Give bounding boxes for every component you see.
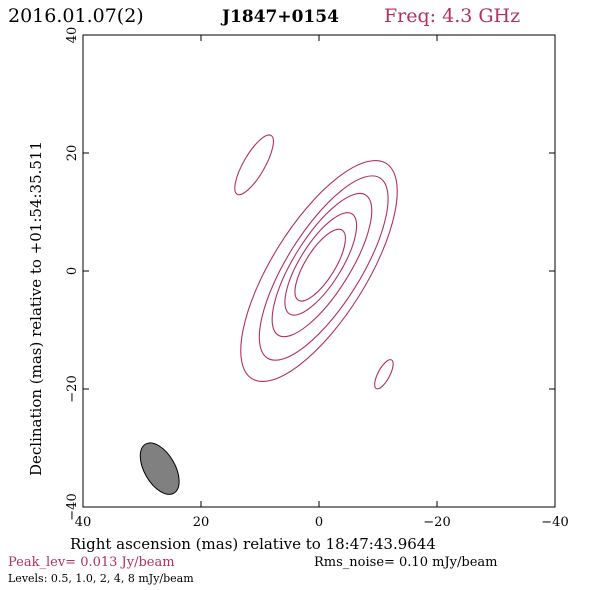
x-tick-label: 20: [193, 515, 210, 530]
restoring-beam: [139, 442, 180, 495]
x-tick-label: 0: [315, 515, 323, 530]
contour-core-level-2: [258, 175, 389, 361]
y-tick-label: 40: [65, 27, 80, 44]
contour-core-level-4: [284, 212, 358, 316]
contour-lines: [234, 134, 398, 390]
peak-level: Peak_lev= 0.013 Jy/beam: [8, 555, 175, 570]
x-tick-label: 40: [75, 515, 92, 530]
x-axis-title: Right ascension (mas) relative to 18:47:…: [70, 535, 436, 553]
axis-tick-labels: 40 20 0 −20 −40 −40 −20 0 20 40: [65, 27, 569, 530]
contour-core-level-5: [294, 228, 346, 302]
plot-frame: [82, 34, 556, 508]
contour-core-level-3: [271, 192, 373, 338]
y-tick-label: 20: [65, 145, 80, 162]
axis-ticks: [82, 34, 556, 508]
rms-noise: Rms_noise= 0.10 mJy/beam: [314, 555, 497, 570]
contour-south-west-blob: [374, 359, 394, 390]
y-tick-label: −20: [65, 375, 80, 402]
x-tick-label: −20: [423, 515, 450, 530]
source-name: J1847+0154: [220, 7, 339, 27]
observation-date: 2016.01.07(2): [8, 5, 144, 27]
x-tick-label: −40: [541, 515, 568, 530]
beam-ellipse: [139, 442, 180, 495]
contour-north-east-blob: [234, 134, 274, 196]
frequency-label: Freq: 4.3 GHz: [384, 5, 520, 27]
y-tick-label: −40: [65, 493, 80, 520]
contour-core-level-1: [240, 160, 398, 382]
y-axis-title: Declination (mas) relative to +01:54:35.…: [27, 141, 45, 476]
y-tick-label: 0: [65, 267, 80, 275]
contour-levels: Levels: 0.5, 1.0, 2, 4, 8 mJy/beam: [8, 572, 194, 585]
